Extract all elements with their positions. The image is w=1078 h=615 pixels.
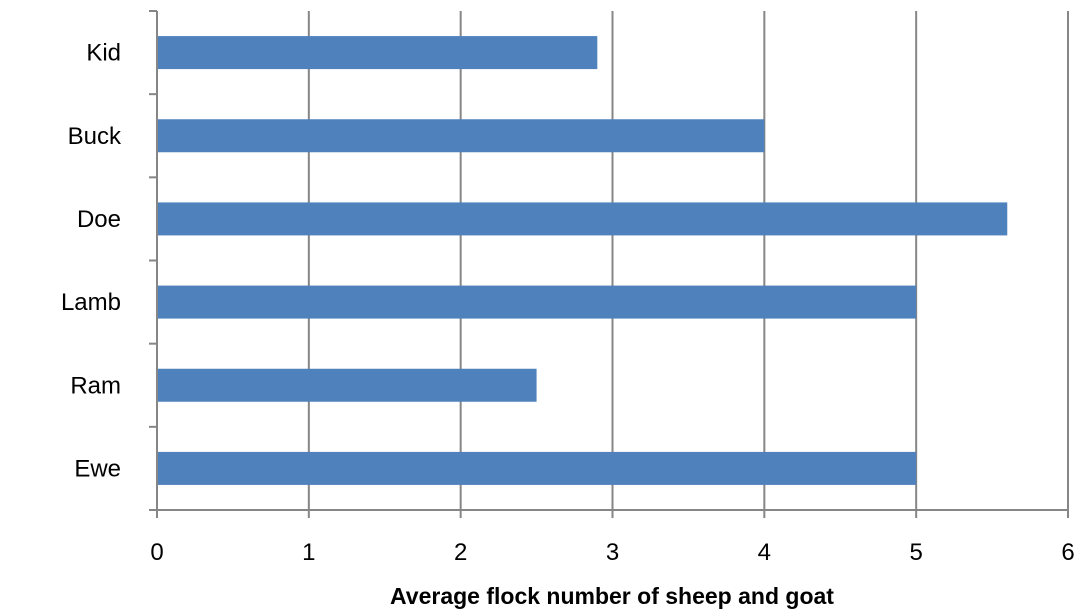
x-tick-label: 2 xyxy=(454,539,467,566)
x-tick-label: 0 xyxy=(150,539,163,566)
bars xyxy=(157,36,1008,485)
bar-buck xyxy=(157,119,765,153)
x-tick-label: 1 xyxy=(302,539,315,566)
x-tick-label: 6 xyxy=(1061,539,1074,566)
bar-doe xyxy=(157,202,1008,236)
bar-ewe xyxy=(157,451,917,485)
y-tick-label: Ram xyxy=(70,372,121,399)
bar-ram xyxy=(157,368,537,402)
bar-kid xyxy=(157,36,598,70)
y-tick-label: Doe xyxy=(77,206,121,233)
x-tick-label: 4 xyxy=(758,539,771,566)
x-tick-label: 3 xyxy=(606,539,619,566)
y-tick-label: Ewe xyxy=(74,455,121,482)
bar-lamb xyxy=(157,285,917,319)
axes xyxy=(149,10,1069,518)
y-tick-label: Buck xyxy=(68,123,122,150)
gridlines xyxy=(307,11,1069,510)
x-tick-label: 5 xyxy=(909,539,922,566)
y-tick-label: Lamb xyxy=(61,289,121,316)
x-axis-title: Average flock number of sheep and goat xyxy=(390,583,834,609)
tick-labels: Kid Buck Doe Lamb Ram Ewe 0 1 2 3 4 5 6 xyxy=(61,40,1075,566)
y-tick-label: Kid xyxy=(86,40,121,67)
